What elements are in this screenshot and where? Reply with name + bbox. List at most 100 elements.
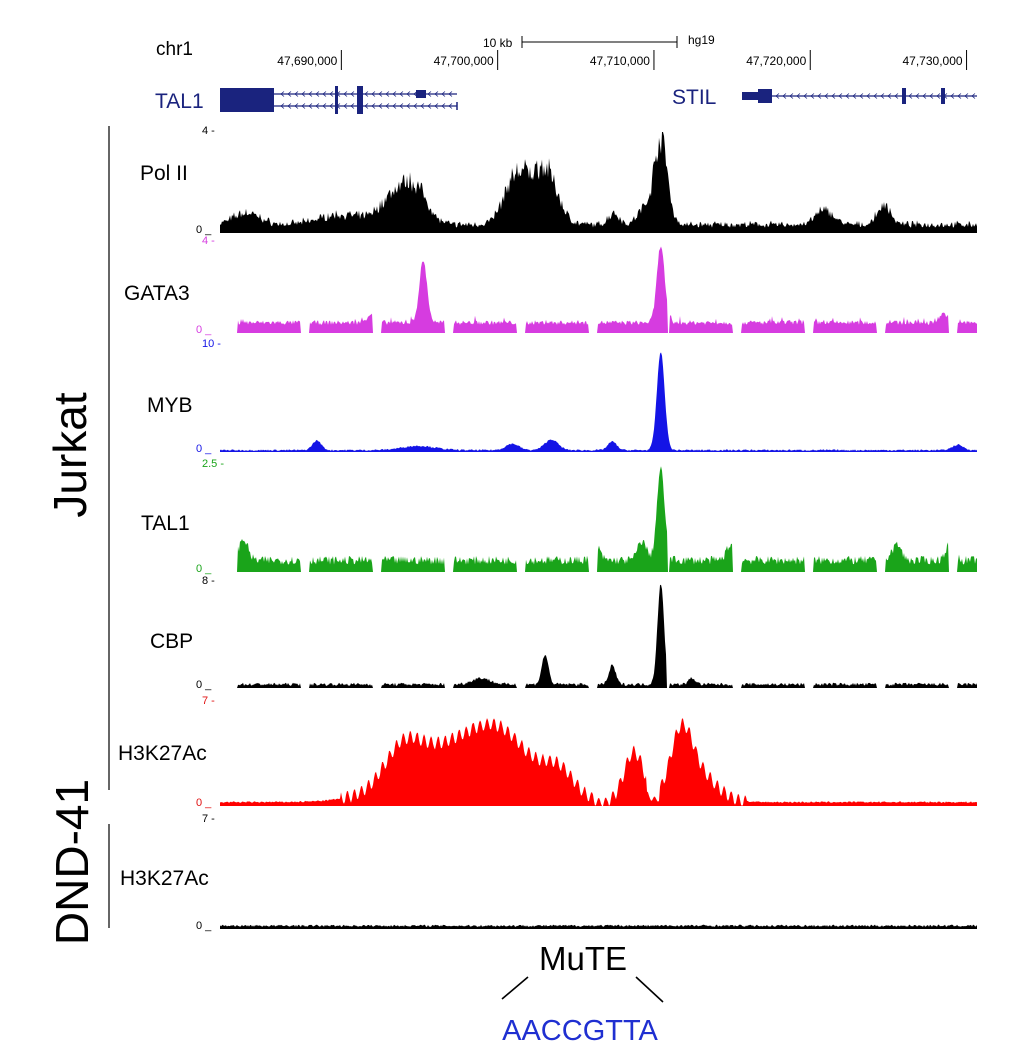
strand-arrow bbox=[322, 103, 327, 109]
gene-track: TAL1 STIL bbox=[155, 86, 977, 114]
track-max-label: 4 - bbox=[202, 235, 215, 247]
tal1-exon bbox=[357, 98, 363, 114]
strand-arrow bbox=[406, 91, 411, 97]
strand-arrow bbox=[434, 103, 439, 109]
track-name: H3K27Ac bbox=[118, 742, 207, 765]
strand-arrow bbox=[434, 91, 439, 97]
strand-arrow bbox=[957, 93, 962, 99]
tal1-exon bbox=[220, 88, 274, 100]
track-4: TAL1 2.5 - 0 _ bbox=[141, 458, 977, 575]
coordinate-tick-label: 47,720,000 bbox=[746, 54, 806, 68]
track-max-label: 7 - bbox=[202, 695, 215, 707]
strand-arrow bbox=[385, 103, 390, 109]
strand-arrow bbox=[922, 93, 927, 99]
strand-arrow bbox=[364, 91, 369, 97]
strand-arrow bbox=[287, 91, 292, 97]
track-min-label: 0 _ bbox=[196, 797, 212, 809]
tal1-exon bbox=[220, 100, 274, 112]
strand-arrow bbox=[392, 103, 397, 109]
strand-arrow bbox=[315, 91, 320, 97]
track-signal bbox=[220, 718, 977, 806]
track-name: MYB bbox=[147, 394, 193, 417]
stil-exon bbox=[742, 92, 762, 100]
tal1-exon bbox=[357, 86, 363, 102]
coordinate-tick-label: 47,710,000 bbox=[590, 54, 650, 68]
strand-arrow bbox=[817, 93, 822, 99]
strand-arrow bbox=[894, 93, 899, 99]
strand-arrow bbox=[838, 93, 843, 99]
strand-arrow bbox=[322, 91, 327, 97]
gene-models bbox=[220, 86, 977, 114]
strand-arrow bbox=[427, 103, 432, 109]
strand-arrow bbox=[329, 91, 334, 97]
track-signal bbox=[220, 246, 977, 333]
strand-arrow bbox=[936, 93, 941, 99]
tal1-exon bbox=[416, 90, 426, 98]
strand-arrow bbox=[950, 93, 955, 99]
strand-arrow bbox=[831, 93, 836, 99]
sample-groups: Jurkat DND-41 bbox=[44, 126, 110, 945]
strand-arrow bbox=[789, 93, 794, 99]
strand-arrow bbox=[971, 93, 976, 99]
track-5: CBP 8 - 0 _ bbox=[150, 575, 977, 691]
track-7: H3K27Ac 7 - 0 _ bbox=[120, 813, 977, 932]
mute-sequence: AACCGTTA bbox=[502, 1015, 658, 1047]
strand-arrow bbox=[343, 91, 348, 97]
mute-label: MuTE bbox=[539, 940, 627, 977]
strand-arrow bbox=[329, 103, 334, 109]
strand-arrow bbox=[301, 103, 306, 109]
mute-right-connector bbox=[635, 976, 664, 1003]
strand-arrow bbox=[852, 93, 857, 99]
track-min-label: 0 _ bbox=[196, 224, 212, 236]
strand-arrow bbox=[880, 93, 885, 99]
track-min-label: 0 _ bbox=[196, 443, 212, 455]
strand-arrow bbox=[448, 103, 453, 109]
strand-arrow bbox=[803, 93, 808, 99]
track-6: H3K27Ac 7 - 0 _ bbox=[118, 695, 977, 809]
strand-arrow bbox=[343, 103, 348, 109]
track-signal bbox=[220, 352, 977, 452]
track-min-label: 0 _ bbox=[196, 324, 212, 336]
strand-arrow bbox=[964, 93, 969, 99]
strand-arrow bbox=[371, 103, 376, 109]
track-max-label: 7 - bbox=[202, 813, 215, 825]
strand-arrow bbox=[287, 103, 292, 109]
track-signal bbox=[220, 466, 977, 572]
mute-annotation: MuTE AACCGTTA bbox=[501, 940, 664, 1047]
track-min-label: 0 _ bbox=[196, 563, 212, 575]
track-max-label: 2.5 - bbox=[202, 458, 224, 470]
stil-exon bbox=[902, 88, 906, 104]
strand-arrow bbox=[824, 93, 829, 99]
track-min-label: 0 _ bbox=[196, 920, 212, 932]
group-label-jurkat: Jurkat bbox=[44, 392, 96, 517]
strand-arrow bbox=[859, 93, 864, 99]
strand-arrow bbox=[350, 103, 355, 109]
group-label-dnd41: DND-41 bbox=[46, 779, 98, 945]
track-min-label: 0 _ bbox=[196, 679, 212, 691]
tal1-exon bbox=[335, 86, 338, 102]
strand-arrow bbox=[378, 91, 383, 97]
stil-exon bbox=[941, 88, 945, 104]
coordinate-tick-label: 47,700,000 bbox=[434, 54, 494, 68]
strand-arrow bbox=[810, 93, 815, 99]
strand-arrow bbox=[308, 91, 313, 97]
strand-arrow bbox=[413, 103, 418, 109]
strand-arrow bbox=[441, 103, 446, 109]
strand-arrow bbox=[364, 103, 369, 109]
gene-label-stil: STIL bbox=[672, 86, 716, 109]
track-signal bbox=[220, 584, 977, 688]
assembly-label: hg19 bbox=[688, 33, 715, 47]
track-signal bbox=[220, 924, 977, 929]
strand-arrow bbox=[392, 91, 397, 97]
strand-arrow bbox=[350, 91, 355, 97]
chromosome-label: chr1 bbox=[156, 39, 193, 60]
strand-arrow bbox=[908, 93, 913, 99]
track-name: GATA3 bbox=[124, 282, 190, 305]
track-3: MYB 10 - 0 _ bbox=[147, 338, 977, 455]
coordinate-axis: 47,690,000 47,700,000 47,710,000 47,720,000… bbox=[277, 50, 968, 70]
strand-arrow bbox=[796, 93, 801, 99]
browser-header: chr1 10 kb hg19 47,690,000 47,700,000 47,7… bbox=[156, 33, 968, 70]
strand-arrow bbox=[915, 93, 920, 99]
